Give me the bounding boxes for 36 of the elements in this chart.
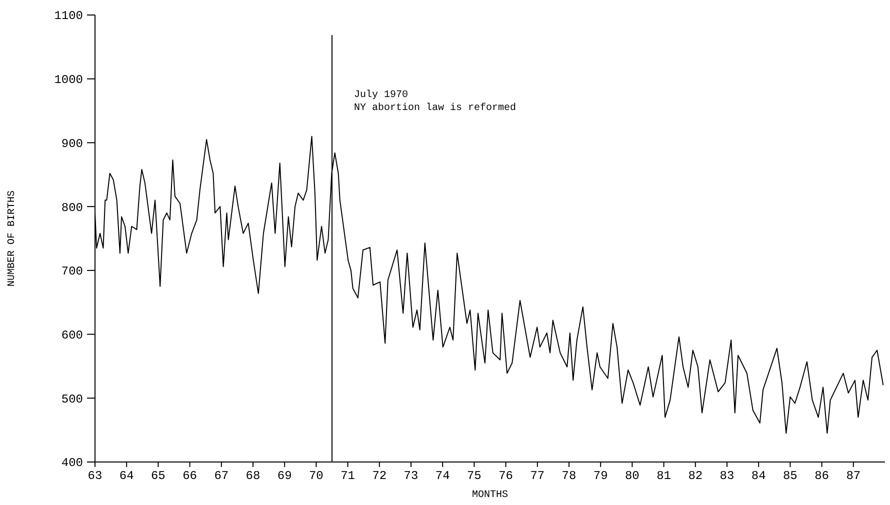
y-tick-label: 1000 [54,73,83,88]
y-tick-label: 500 [61,392,83,406]
x-tick-label: 74 [435,469,450,483]
x-tick-label: 70 [308,469,324,483]
x-tick-label: 77 [530,469,545,483]
x-tick-label: 65 [150,469,166,483]
x-tick-label: 82 [688,469,703,483]
x-tick-label: 64 [119,469,134,483]
x-tick-label: 73 [404,469,418,483]
y-tick-label: 900 [61,136,83,151]
x-tick-label: 76 [498,469,514,483]
x-tick-label: 75 [466,469,482,483]
x-tick-label: 67 [214,469,229,483]
x-tick-label: 69 [277,469,292,483]
y-tick-label: 1100 [54,9,83,24]
ref-line-label: July 1970 NY abortion law is reformed [354,89,516,114]
x-tick-label: 81 [656,469,672,483]
x-tick-label: 87 [846,469,861,483]
x-tick-label: 66 [182,469,198,483]
y-tick-label: 600 [61,328,83,342]
x-tick-label: 71 [340,469,356,483]
y-tick-label: 400 [61,456,83,470]
y-tick-label: 700 [61,264,83,279]
x-tick-label: 84 [751,469,766,483]
x-tick-label: 86 [814,469,830,483]
x-tick-label: 79 [593,469,608,483]
x-tick-label: 83 [720,469,734,483]
x-tick-label: 68 [246,469,260,483]
x-tick-label: 63 [88,469,102,483]
y-tick-label: 800 [61,200,83,215]
y-axis-title: NUMBER OF BIRTHS [7,190,18,287]
x-axis-title: MONTHS [472,490,508,501]
x-tick-label: 80 [624,469,640,483]
x-tick-label: 72 [372,469,387,483]
x-tick-label: 85 [782,469,798,483]
x-tick-label: 78 [562,469,576,483]
